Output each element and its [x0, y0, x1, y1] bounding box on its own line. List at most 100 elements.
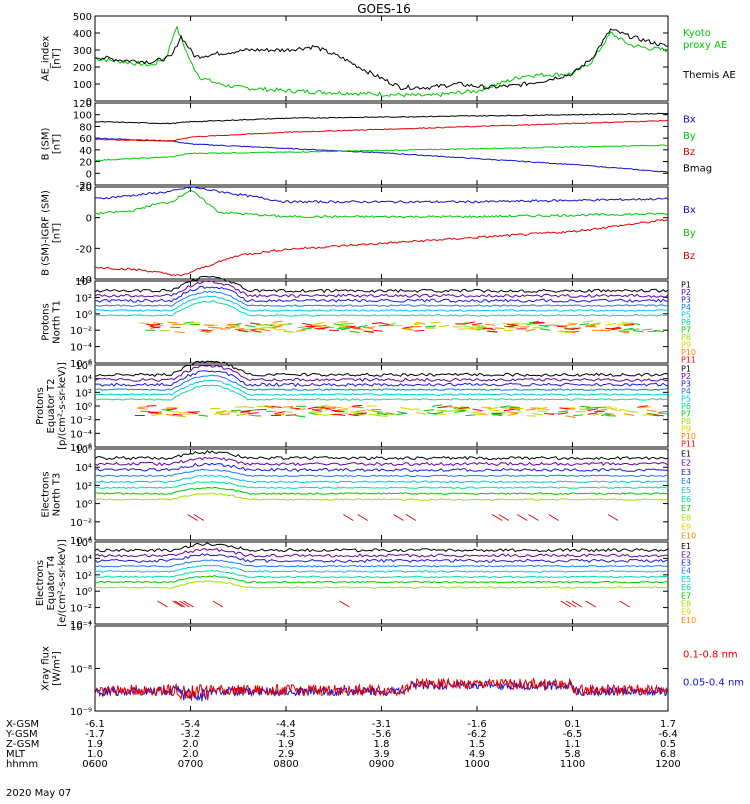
series-by: [95, 190, 668, 218]
series-p5: [95, 380, 668, 395]
series-p10: [138, 408, 148, 409]
series-p10: [647, 410, 657, 412]
series-p6: [95, 301, 668, 316]
series-p3: [95, 371, 668, 386]
series-p10: [153, 323, 163, 324]
series-p7: [231, 410, 241, 411]
series-p7: [558, 411, 568, 412]
series-p7: [433, 413, 443, 414]
series-e8: [95, 581, 668, 588]
series-p8: [583, 321, 593, 323]
date-label: 2020 May 07: [6, 788, 71, 799]
y-tick-label: 10⁻²: [70, 518, 92, 529]
y-tick-label: 10⁻²: [70, 326, 92, 337]
legend-channel: E9: [681, 522, 691, 531]
y-tick-label: 10²: [75, 293, 92, 304]
y-axis-label: Electrons: [41, 471, 52, 517]
series-p7: [432, 405, 442, 407]
series-p7: [579, 324, 589, 325]
y-tick-label: 500: [73, 12, 92, 23]
series-e10: [517, 515, 527, 521]
legend-label: 0.1-0.8 nm: [683, 649, 738, 660]
y-axis-label: Protons: [41, 303, 52, 340]
series-p7: [397, 412, 407, 414]
series-p7: [358, 326, 368, 328]
series-p10: [354, 407, 364, 408]
series-p8: [439, 326, 449, 327]
series-e10: [358, 515, 368, 521]
series-p10: [545, 325, 555, 326]
series-p10: [208, 327, 218, 328]
y-axis-label: Protons: [35, 387, 46, 424]
series-p10: [220, 414, 230, 415]
series-p7: [580, 406, 590, 407]
series-p10: [624, 414, 634, 416]
series-p11: [147, 406, 157, 407]
series-p11: [373, 330, 383, 331]
series-p7: [573, 415, 583, 416]
series-p11: [272, 406, 282, 407]
series-p9: [502, 324, 512, 325]
series-e6: [95, 482, 668, 489]
series-p11: [352, 405, 362, 406]
ephemeris-value: 0700: [178, 759, 203, 770]
legend-channel: E10: [681, 531, 696, 540]
series-p10: [642, 329, 652, 330]
legend-label: By: [683, 228, 696, 239]
y-axis-label: Equator T2: [46, 379, 57, 434]
y-tick-label: 10⁶: [75, 445, 92, 456]
series-p10: [508, 414, 518, 416]
legend-label: Bz: [683, 251, 695, 262]
y-tick-label: 10²: [75, 571, 92, 582]
series-p4: [95, 375, 668, 390]
series-p10: [448, 407, 458, 408]
series-e10: [529, 515, 539, 521]
y-axis-label: [nT]: [52, 223, 63, 243]
y-axis-label: [nT]: [52, 134, 63, 154]
series-p11: [241, 411, 251, 412]
series-p8: [464, 326, 474, 328]
series-e2: [95, 457, 668, 465]
series-p8: [450, 410, 460, 411]
y-axis-label: [nT]: [52, 48, 63, 68]
series-p11: [487, 331, 497, 332]
series-p10: [356, 411, 366, 412]
series-e10: [566, 601, 576, 607]
series-p9: [367, 406, 377, 407]
legend-label: Bmag: [683, 164, 712, 175]
y-axis-label: [W/m²]: [52, 651, 63, 686]
series-e4: [95, 560, 668, 567]
series-p10: [283, 407, 293, 408]
series-p10: [275, 414, 285, 415]
series-p10: [604, 413, 614, 414]
y-axis-label: B (SM)-IGRF (SM): [41, 190, 52, 276]
y-tick-label: 80: [79, 122, 92, 133]
series-p9: [606, 324, 616, 326]
series-p7: [302, 328, 312, 329]
series-p7: [658, 411, 668, 412]
series-e9: [561, 601, 571, 607]
series-p6: [95, 385, 668, 400]
y-tick-label: 10⁰: [75, 500, 92, 511]
y-tick-label: 10⁰: [75, 310, 92, 321]
y-tick-label: 10⁴: [75, 463, 92, 474]
y-tick-label: -20: [76, 244, 92, 255]
panel-frame: [95, 103, 668, 185]
y-tick-label: 10⁻⁸: [70, 665, 92, 676]
series-p11: [472, 323, 482, 325]
series-p7: [295, 416, 305, 418]
series-e9: [572, 601, 582, 607]
y-tick-label: 100: [73, 80, 92, 91]
series-p11: [473, 409, 483, 411]
series-e9: [394, 515, 404, 521]
series-p9: [431, 322, 441, 323]
series-p11: [403, 327, 413, 329]
y-tick-label: 10⁶: [75, 538, 92, 549]
series-p8: [590, 324, 600, 325]
series-p9: [459, 329, 469, 330]
y-tick-label: 60: [79, 134, 92, 145]
